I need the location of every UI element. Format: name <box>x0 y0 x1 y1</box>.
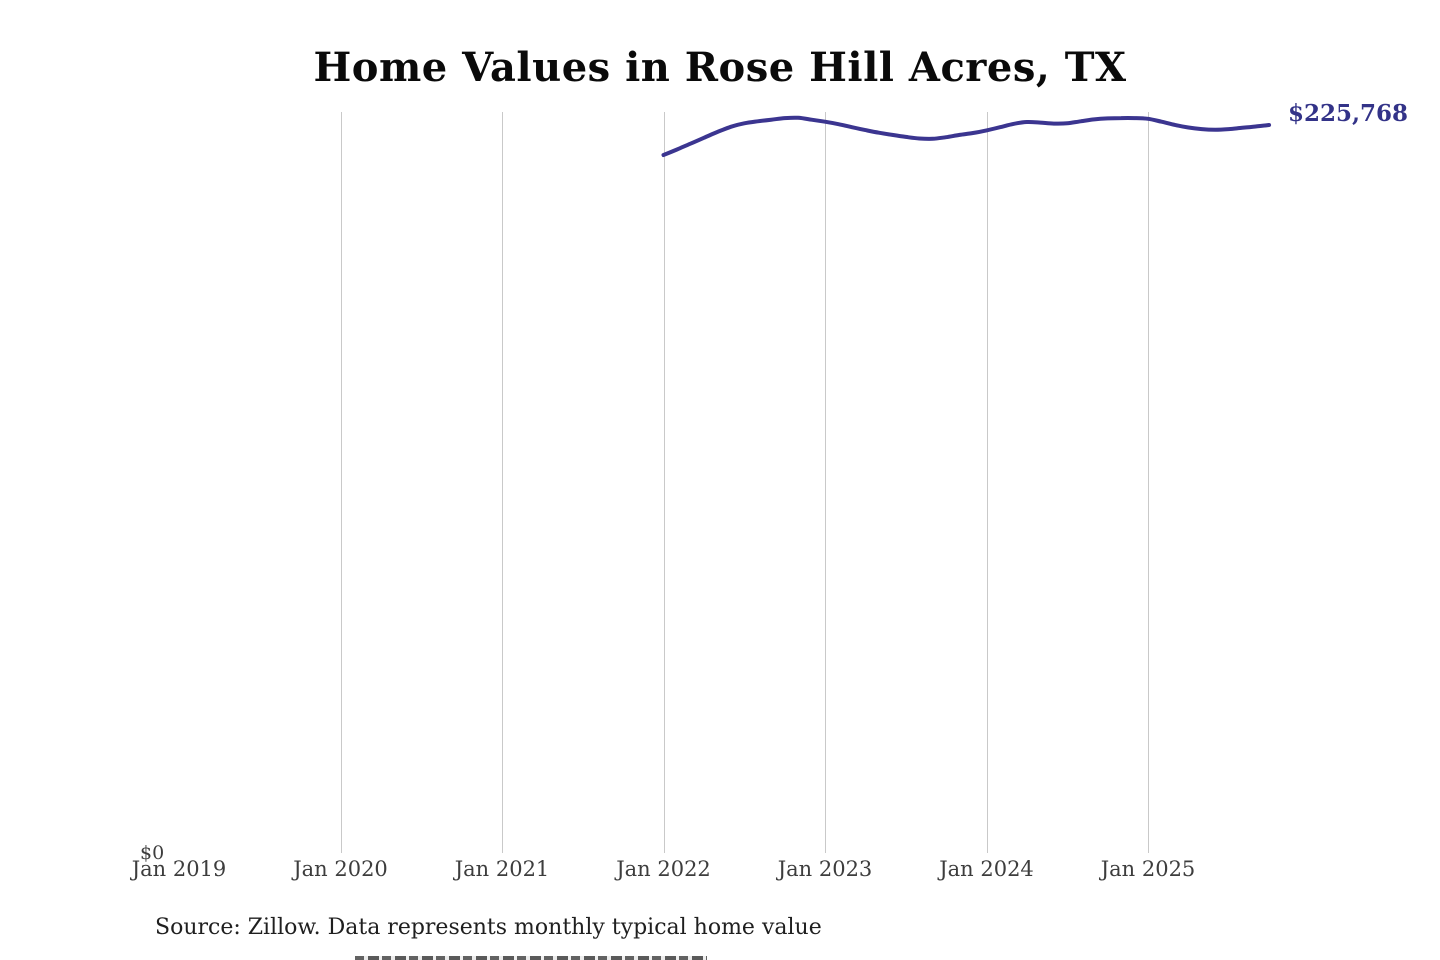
y-axis-zero-label: $0 <box>140 842 165 864</box>
chart-title: Home Values in Rose Hill Acres, TX <box>313 44 1127 91</box>
x-tick-label: Jan 2020 <box>293 857 388 881</box>
value-line-path <box>661 115 1272 157</box>
x-tick-label: Jan 2023 <box>777 857 873 881</box>
end-value-label: $225,768 <box>1288 100 1409 127</box>
gridline-jan-2022 <box>663 112 665 853</box>
gridline-jan-2021 <box>502 112 503 853</box>
gridline-jan-2025 <box>1148 112 1149 853</box>
gridline-jan-2023 <box>825 112 826 853</box>
x-tick-label: Jan 2022 <box>616 857 711 881</box>
x-tick-label: Jan 2025 <box>1100 857 1196 881</box>
clipped-bottom-text-artifact <box>355 956 707 960</box>
gridline-jan-2020 <box>340 112 342 853</box>
x-tick-label: Jan 2024 <box>939 857 1034 881</box>
x-tick-label: Jan 2021 <box>454 857 550 881</box>
x-tick-label: Jan 2019 <box>131 857 227 881</box>
gridline-jan-2024 <box>986 112 988 853</box>
source-note: Source: Zillow. Data represents monthly … <box>155 915 822 940</box>
